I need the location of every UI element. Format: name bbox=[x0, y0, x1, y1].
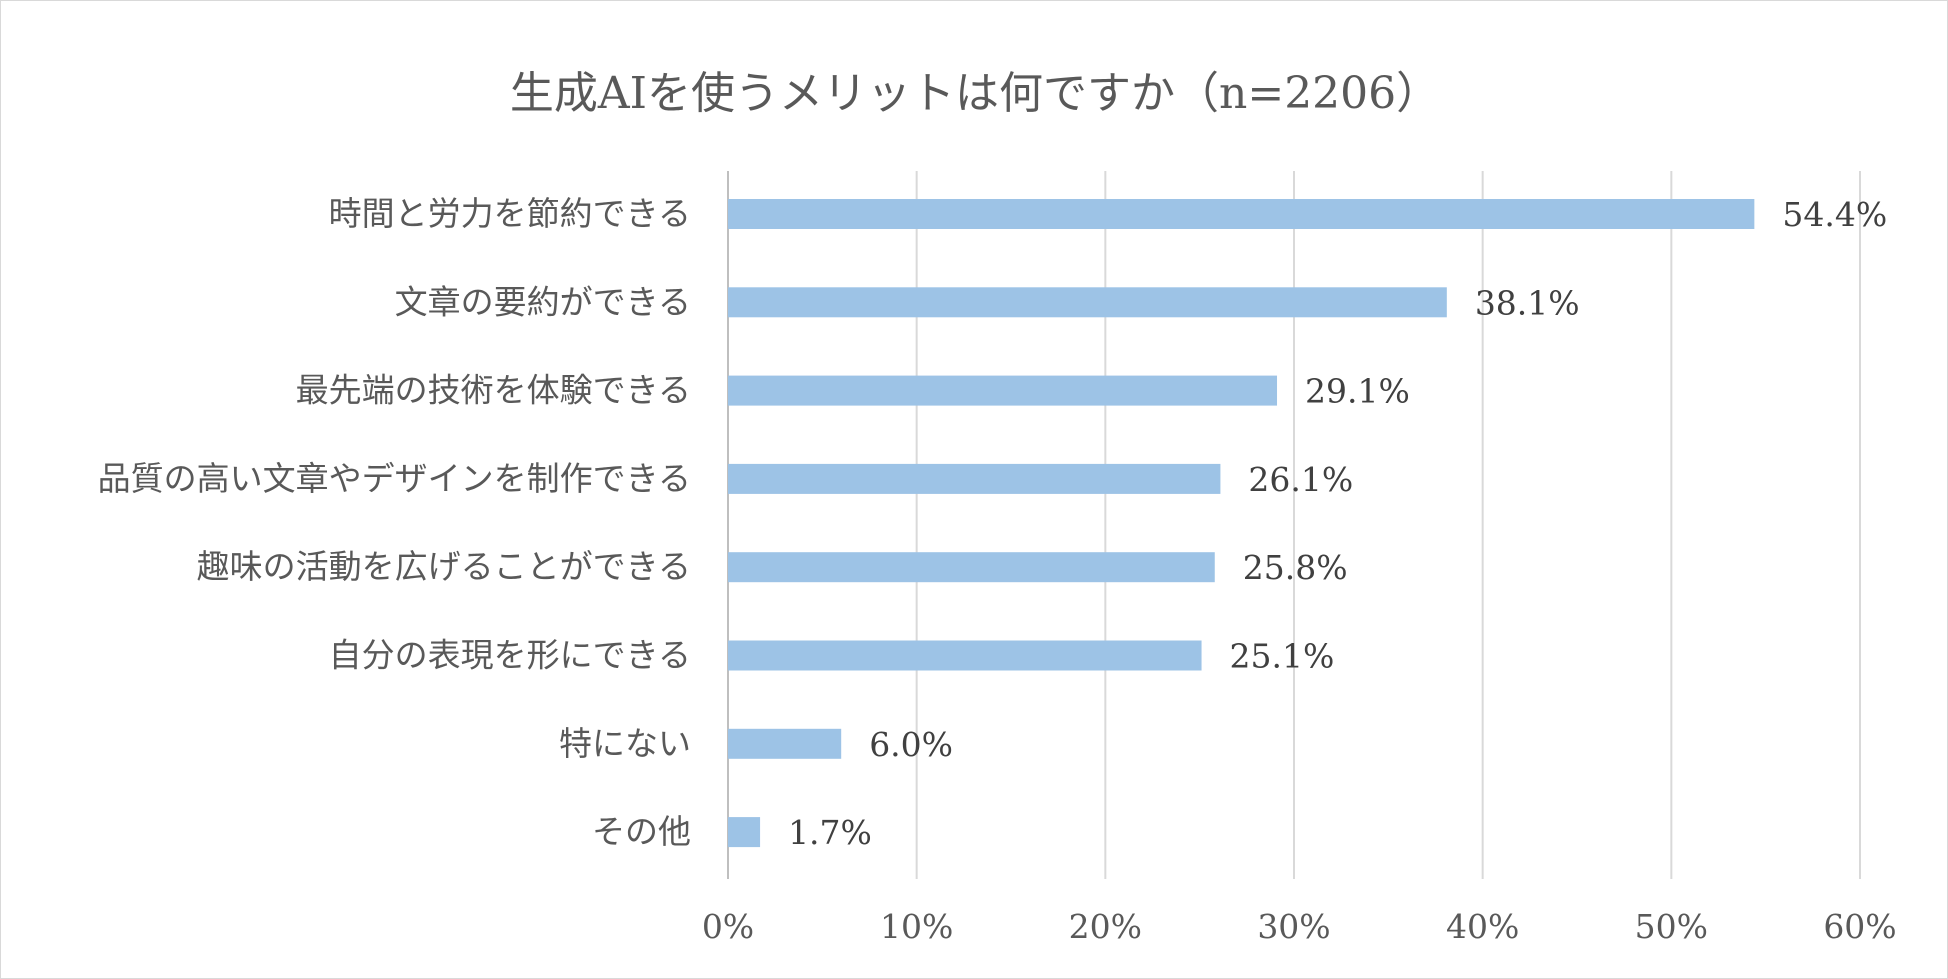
x-tick-label: 40% bbox=[1446, 907, 1519, 946]
bar bbox=[728, 199, 1755, 229]
bars bbox=[728, 199, 1755, 848]
data-label: 38.1% bbox=[1475, 283, 1580, 322]
bar bbox=[728, 375, 1278, 406]
data-label: 25.8% bbox=[1243, 548, 1348, 587]
x-tick-label: 50% bbox=[1635, 907, 1708, 946]
labels: 0% 10% 20% 30% 40% 50% 60% 時間と労力を節約できる 54.4% 文章の要… bbox=[98, 194, 1897, 946]
data-label: 54.4% bbox=[1782, 195, 1887, 234]
category-label: 文章の要約ができる bbox=[395, 282, 691, 321]
x-tick-label: 60% bbox=[1823, 907, 1896, 946]
gridlines bbox=[727, 171, 1861, 879]
x-tick-label: 30% bbox=[1257, 907, 1330, 946]
data-label: 1.7% bbox=[788, 813, 872, 852]
bar bbox=[728, 640, 1202, 671]
category-label: 特にない bbox=[559, 724, 691, 763]
category-label: 時間と労力を節約できる bbox=[329, 194, 691, 233]
category-label: その他 bbox=[592, 812, 691, 851]
data-label: 6.0% bbox=[869, 725, 953, 764]
bar bbox=[728, 728, 842, 759]
bar bbox=[728, 817, 761, 848]
category-label: 最先端の技術を体験できる bbox=[296, 371, 691, 410]
x-tick-label: 10% bbox=[880, 907, 953, 946]
category-label: 趣味の活動を広げることができる bbox=[197, 547, 691, 586]
category-label: 自分の表現を形にできる bbox=[329, 636, 691, 675]
data-label: 29.1% bbox=[1305, 372, 1410, 411]
x-tick-label: 20% bbox=[1069, 907, 1142, 946]
bar bbox=[728, 287, 1447, 318]
data-label: 26.1% bbox=[1248, 460, 1353, 499]
data-label: 25.1% bbox=[1230, 637, 1335, 676]
x-tick-label: 0% bbox=[702, 907, 754, 946]
bar bbox=[728, 463, 1221, 494]
bar bbox=[728, 552, 1215, 583]
category-label: 品質の高い文章やデザインを制作できる bbox=[98, 459, 691, 498]
chart-title: 生成AIを使うメリットは何ですか（n=2206） bbox=[509, 68, 1441, 119]
